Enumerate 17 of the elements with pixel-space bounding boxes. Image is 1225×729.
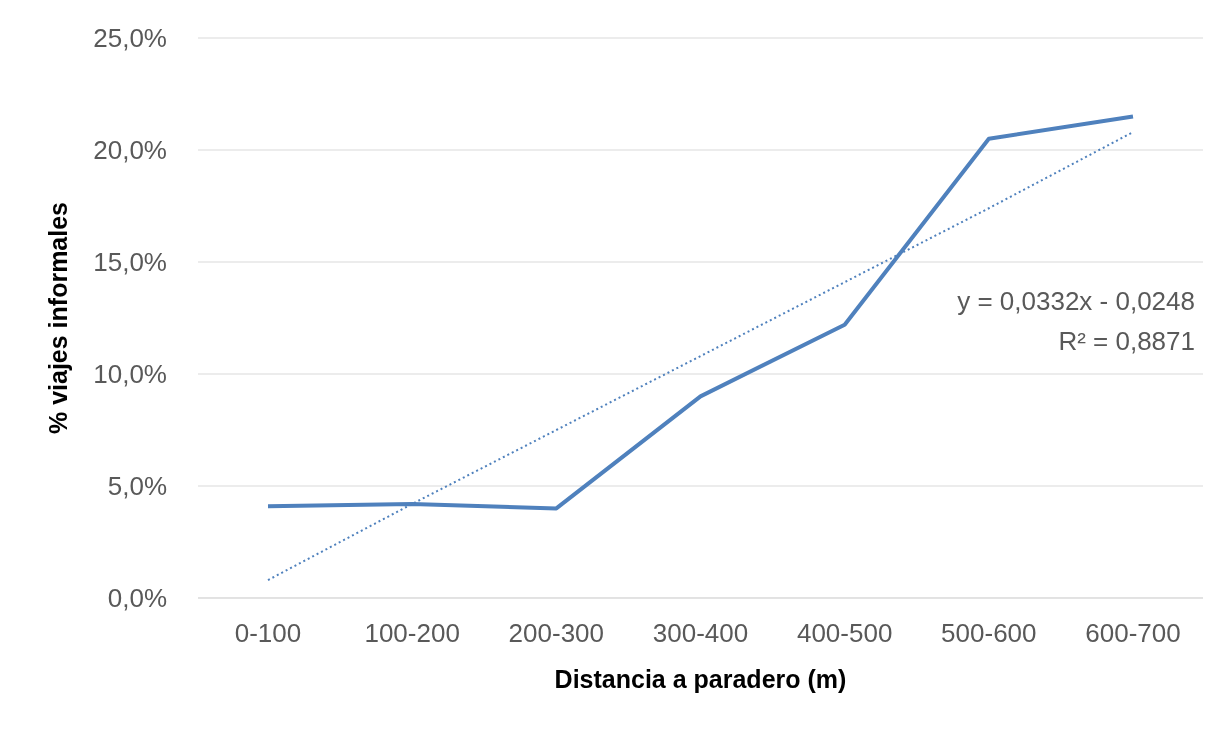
x-tick-label: 300-400: [652, 618, 749, 649]
x-axis-title: Distancia a paradero (m): [554, 665, 847, 693]
annotation: R² = 0,8871: [1058, 326, 1195, 357]
annotation: y = 0,0332x - 0,0248: [957, 286, 1195, 317]
y-axis-title: % viajes informales: [43, 201, 72, 435]
y-tick-label: 5,0%: [107, 471, 167, 502]
x-tick-label: 0-100: [234, 618, 302, 649]
x-tick-label: 500-600: [941, 618, 1037, 649]
x-tick-label: 400-500: [796, 618, 893, 649]
x-tick-label: 200-300: [508, 618, 605, 649]
y-tick-label: 25,0%: [93, 23, 167, 54]
y-tick-label: 10,0%: [93, 359, 167, 390]
x-tick-label: 100-200: [364, 618, 460, 649]
x-tick-label: 600-700: [1085, 618, 1181, 649]
y-tick-label: 20,0%: [93, 135, 167, 166]
y-tick-label: 0,0%: [107, 583, 167, 614]
y-tick-label: 15,0%: [93, 247, 167, 278]
